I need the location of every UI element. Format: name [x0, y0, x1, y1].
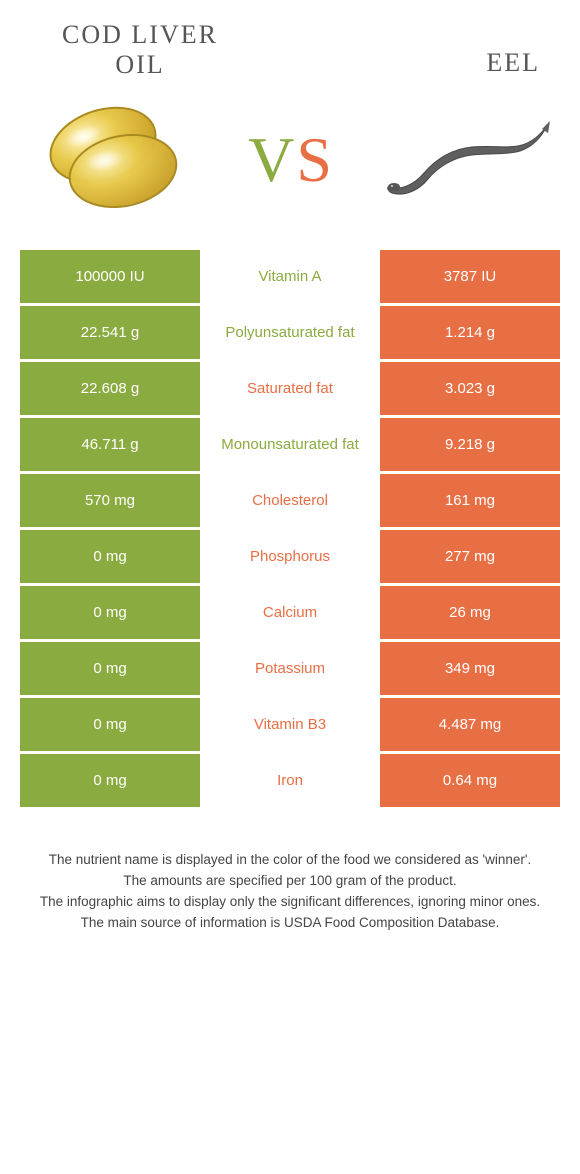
- left-value: 22.608 g: [20, 362, 200, 415]
- right-value: 3.023 g: [380, 362, 560, 415]
- left-value: 0 mg: [20, 530, 200, 583]
- nutrient-label: Iron: [200, 754, 380, 807]
- nutrient-label: Vitamin A: [200, 250, 380, 303]
- footer-line-4: The main source of information is USDA F…: [20, 913, 560, 934]
- nutrient-label: Cholesterol: [200, 474, 380, 527]
- right-value: 0.64 mg: [380, 754, 560, 807]
- right-food-image: [380, 100, 550, 220]
- nutrient-label: Vitamin B3: [200, 698, 380, 751]
- table-row: 570 mgCholesterol161 mg: [20, 474, 560, 530]
- right-value: 1.214 g: [380, 306, 560, 359]
- right-title-text: Eel: [486, 48, 540, 77]
- vs-row: VS: [0, 90, 580, 250]
- nutrient-label: Calcium: [200, 586, 380, 639]
- right-food-title: Eel: [340, 20, 540, 78]
- left-value: 570 mg: [20, 474, 200, 527]
- right-value: 277 mg: [380, 530, 560, 583]
- table-row: 0 mgPhosphorus277 mg: [20, 530, 560, 586]
- left-value: 100000 IU: [20, 250, 200, 303]
- left-value: 0 mg: [20, 754, 200, 807]
- left-value: 22.541 g: [20, 306, 200, 359]
- table-row: 0 mgIron0.64 mg: [20, 754, 560, 810]
- vs-v: V: [248, 123, 294, 197]
- left-title-line1: Cod liver: [62, 20, 218, 49]
- table-row: 100000 IUVitamin A3787 IU: [20, 250, 560, 306]
- right-value: 9.218 g: [380, 418, 560, 471]
- left-food-image: [30, 100, 200, 220]
- right-value: 26 mg: [380, 586, 560, 639]
- table-row: 0 mgPotassium349 mg: [20, 642, 560, 698]
- footer-line-2: The amounts are specified per 100 gram o…: [20, 871, 560, 892]
- nutrient-label: Phosphorus: [200, 530, 380, 583]
- left-food-title: Cod liver oil: [40, 20, 240, 80]
- table-row: 0 mgCalcium26 mg: [20, 586, 560, 642]
- footer-notes: The nutrient name is displayed in the co…: [0, 850, 580, 934]
- footer-line-3: The infographic aims to display only the…: [20, 892, 560, 913]
- table-row: 22.608 gSaturated fat3.023 g: [20, 362, 560, 418]
- vs-s: S: [296, 123, 332, 197]
- footer-line-1: The nutrient name is displayed in the co…: [20, 850, 560, 871]
- nutrient-label: Potassium: [200, 642, 380, 695]
- table-row: 46.711 gMonounsaturated fat9.218 g: [20, 418, 560, 474]
- left-value: 0 mg: [20, 698, 200, 751]
- vs-label: VS: [248, 123, 332, 197]
- left-value: 46.711 g: [20, 418, 200, 471]
- left-title-line2: oil: [115, 50, 164, 79]
- nutrient-label: Saturated fat: [200, 362, 380, 415]
- table-row: 22.541 gPolyunsaturated fat1.214 g: [20, 306, 560, 362]
- comparison-table: 100000 IUVitamin A3787 IU22.541 gPolyuns…: [20, 250, 560, 810]
- left-value: 0 mg: [20, 586, 200, 639]
- right-value: 3787 IU: [380, 250, 560, 303]
- right-value: 349 mg: [380, 642, 560, 695]
- eel-icon: [380, 115, 550, 205]
- header: Cod liver oil Eel: [0, 0, 580, 90]
- right-value: 4.487 mg: [380, 698, 560, 751]
- nutrient-label: Monounsaturated fat: [200, 418, 380, 471]
- nutrient-label: Polyunsaturated fat: [200, 306, 380, 359]
- left-value: 0 mg: [20, 642, 200, 695]
- capsules-icon: [40, 105, 190, 215]
- right-value: 161 mg: [380, 474, 560, 527]
- table-row: 0 mgVitamin B34.487 mg: [20, 698, 560, 754]
